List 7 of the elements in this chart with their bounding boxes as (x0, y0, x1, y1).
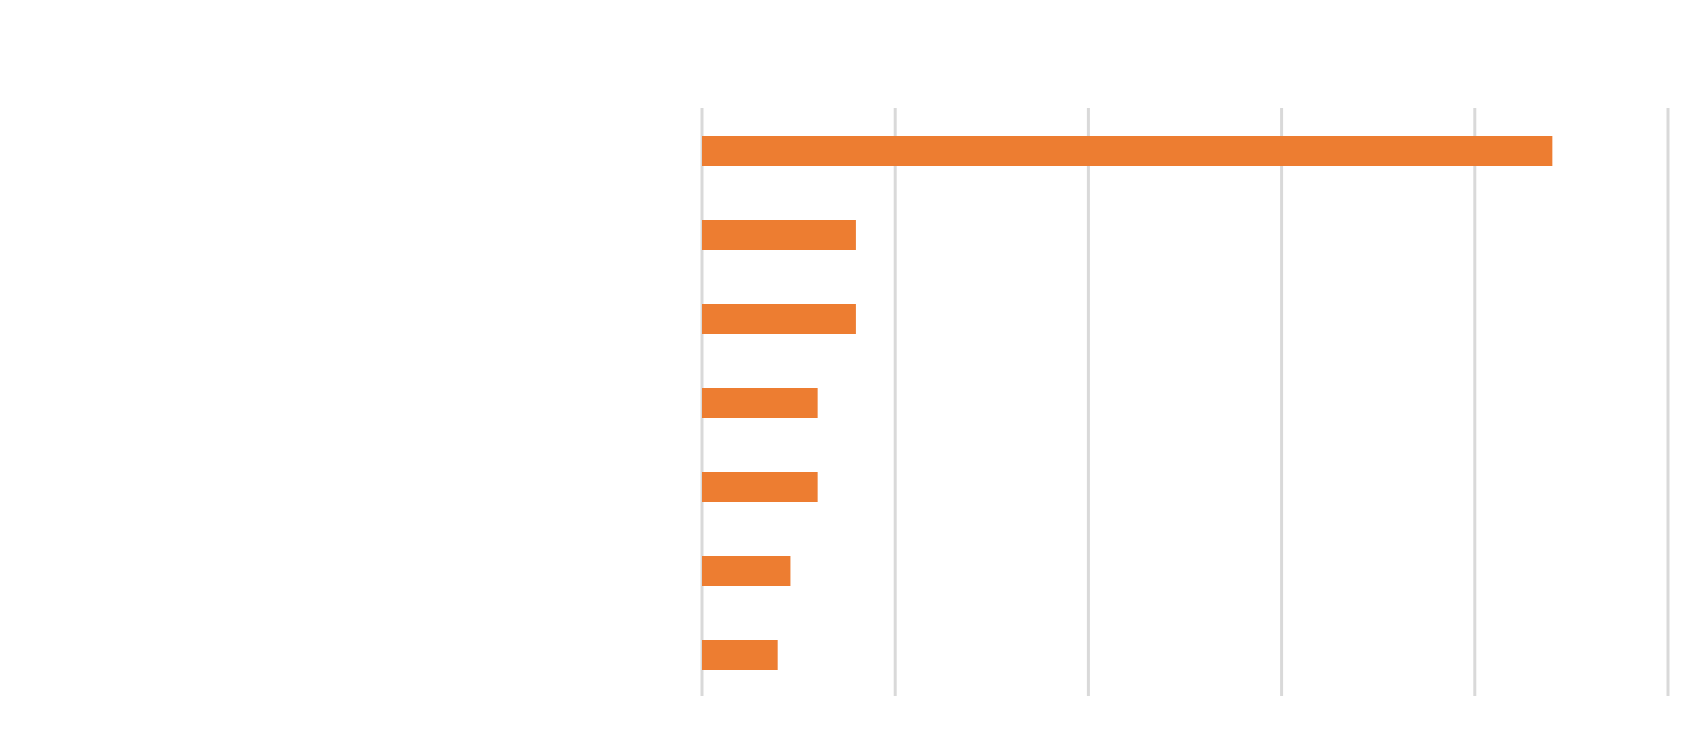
bar (702, 388, 818, 418)
bar (702, 640, 778, 670)
bar (702, 220, 856, 250)
bar (702, 556, 791, 586)
bar (702, 304, 856, 334)
bar (702, 472, 818, 502)
bar (702, 136, 1553, 166)
